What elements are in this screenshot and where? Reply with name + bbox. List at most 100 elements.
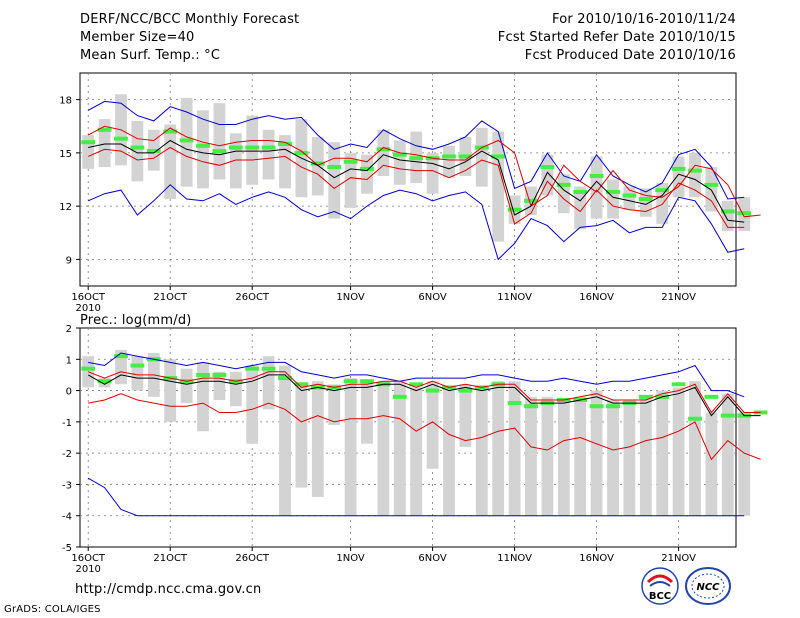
median-38: [688, 416, 702, 421]
x-tick-label: 16NOV: [579, 292, 614, 303]
box-36: [656, 183, 669, 224]
box-9: [213, 103, 226, 180]
median-34: [622, 193, 637, 198]
box-27: [508, 381, 521, 516]
box-18: [361, 154, 373, 194]
box-35: [639, 396, 652, 516]
x-tick-label: 21NOV: [661, 553, 696, 564]
median-11: [245, 366, 260, 371]
median-37: [671, 166, 686, 171]
box-10: [229, 133, 242, 189]
box-12: [262, 356, 275, 410]
median-13: [278, 142, 292, 146]
forecast-period: For 2010/10/16-2010/11/24: [552, 12, 736, 27]
median-4: [130, 363, 145, 368]
box-6: [164, 124, 177, 200]
box-30: [557, 174, 570, 214]
box-31: [574, 186, 587, 230]
box-31: [574, 396, 587, 516]
box-17: [344, 152, 357, 208]
x-tick-label: 6NOV: [418, 553, 447, 564]
box-9: [213, 371, 226, 400]
mean-line: [88, 139, 745, 223]
median-38: [688, 168, 702, 173]
x-tick-label: 1NOV: [336, 292, 365, 303]
median-33: [606, 189, 620, 194]
forecast-produced-date: Fcst Produced Date 2010/10/16: [524, 48, 736, 63]
median-13: [278, 376, 292, 381]
median-12: [261, 145, 276, 150]
box-1: [82, 135, 95, 169]
y-tick-label: 1: [66, 355, 72, 366]
median-17: [343, 379, 358, 384]
box-6: [164, 359, 177, 422]
source-url[interactable]: http://cmdp.ncc.cma.gov.cn: [75, 582, 262, 597]
box-36: [656, 390, 669, 516]
box-23: [443, 145, 455, 178]
median-26: [491, 154, 506, 159]
median-28: [524, 198, 538, 203]
box-33: [607, 179, 619, 219]
box-13: [279, 365, 291, 516]
median-1: [81, 366, 96, 371]
box-37: [672, 387, 685, 516]
median-18: [360, 379, 374, 384]
median-8: [196, 372, 210, 377]
bcc-logo-icon: BCC: [641, 567, 679, 605]
y-tick-label: -3: [62, 480, 72, 491]
box-8: [197, 110, 209, 189]
median-3: [114, 136, 128, 141]
y-tick-label: 15: [59, 149, 72, 160]
box-41: [738, 412, 751, 516]
plot-frame: [79, 327, 737, 548]
y-tick-label: -1: [62, 418, 72, 429]
median-19: [376, 147, 391, 152]
median-3: [114, 354, 128, 359]
box-37: [672, 156, 685, 198]
precip-variable-label: Prec.: log(mm/d): [80, 313, 192, 328]
box-11: [246, 115, 259, 185]
box-24: [459, 384, 472, 447]
upper-line: [88, 371, 761, 414]
box-3: [115, 349, 127, 385]
box-14: [295, 384, 308, 488]
box-30: [557, 399, 570, 516]
chart-title: DERF/NCC/BCC Monthly Forecast: [80, 12, 300, 27]
median-24: [458, 388, 473, 393]
box-39: [705, 167, 718, 212]
box-32: [590, 156, 603, 219]
upper-line: [87, 125, 761, 218]
max-line: [88, 352, 745, 398]
median-6: [163, 129, 178, 134]
median-8: [196, 143, 210, 148]
median-14: [294, 150, 309, 155]
lower-line: [88, 146, 745, 228]
median-17: [343, 159, 358, 164]
mean-line: [87, 374, 761, 417]
median-5: [146, 149, 161, 154]
median-30: [556, 182, 571, 187]
box-23: [443, 387, 455, 516]
median-27: [507, 207, 522, 212]
box-35: [639, 188, 652, 217]
median-12: [261, 366, 276, 371]
x-tick-label: 11NOV: [497, 553, 532, 564]
x-tick-label: 21OCT: [153, 292, 188, 303]
median-41: [737, 211, 752, 216]
median-40: [720, 413, 735, 418]
box-21: [410, 387, 423, 516]
min-line: [88, 184, 745, 261]
median-29: [540, 165, 555, 170]
box-40: [721, 393, 734, 516]
box-4: [131, 356, 144, 391]
forecast-start-date: Fcst Started Refer Date 2010/10/15: [497, 30, 736, 45]
median-4: [130, 145, 145, 150]
y-tick-label: -4: [62, 512, 72, 523]
box-10: [229, 371, 242, 407]
median-2: [97, 127, 112, 132]
median-18: [360, 166, 374, 171]
grads-credit: GrADS: COLA/IGES: [4, 604, 101, 615]
